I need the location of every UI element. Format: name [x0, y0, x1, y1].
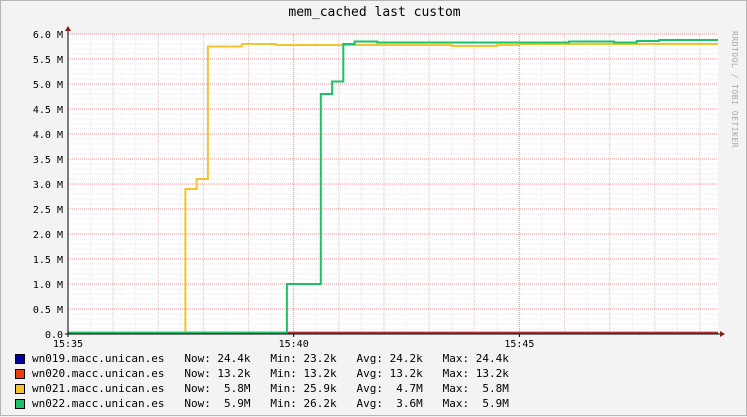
y-tick-label: 2.5 M — [33, 205, 63, 216]
legend-stat-value-avg: 13.2k — [383, 367, 423, 380]
y-tick-label: 5.0 M — [33, 80, 63, 91]
x-tick-label: 15:45 — [504, 339, 534, 350]
legend-stat-value-min: 25.9k — [296, 382, 337, 395]
x-axis-arrow — [720, 331, 725, 337]
legend-stat-label-min: Min: — [250, 382, 297, 395]
legend-entry: wn021.macc.unican.es Now: 5.8M Min: 25.9… — [15, 381, 509, 396]
legend-stat-value-max: 24.4k — [469, 352, 509, 365]
legend-stat-label-now: Now: — [164, 397, 211, 410]
legend-entry: wn020.macc.unican.es Now: 13.2k Min: 13.… — [15, 366, 509, 381]
y-tick-label: 0.5 M — [33, 305, 63, 316]
y-tick-label: 4.5 M — [33, 105, 63, 116]
legend: wn019.macc.unican.es Now: 24.4k Min: 23.… — [15, 351, 509, 411]
legend-series-name: wn019.macc.unican.es — [32, 352, 165, 365]
legend-stat-value-now: 24.4k — [210, 352, 251, 365]
legend-stat-label-now: Now: — [164, 352, 211, 365]
y-tick-label: 1.5 M — [33, 255, 63, 266]
legend-series-name: wn021.macc.unican.es — [32, 382, 165, 395]
legend-stat-value-now: 5.8M — [210, 382, 251, 395]
y-tick-label: 6.0 M — [33, 30, 63, 41]
watermark: RRDTOOL / TOBI OETIKER — [730, 31, 739, 148]
legend-stat-value-min: 26.2k — [296, 397, 337, 410]
legend-swatch — [15, 383, 25, 394]
legend-stat-value-now: 5.9M — [210, 397, 251, 410]
series-line-wn022 — [68, 39, 718, 334]
y-tick-label: 3.5 M — [33, 155, 63, 166]
legend-stat-label-max: Max: — [422, 382, 470, 395]
legend-stat-label-avg: Avg: — [336, 397, 384, 410]
chart-title: mem_cached last custom — [288, 5, 461, 20]
legend-stat-label-min: Min: — [250, 352, 297, 365]
legend-stat-value-max: 5.9M — [469, 397, 509, 410]
legend-stat-value-avg: 24.2k — [383, 352, 423, 365]
legend-stat-label-now: Now: — [164, 367, 211, 380]
legend-stat-value-min: 23.2k — [296, 352, 337, 365]
legend-stat-label-max: Max: — [422, 352, 470, 365]
legend-stat-value-avg: 3.6M — [383, 397, 423, 410]
legend-stat-label-avg: Avg: — [336, 367, 384, 380]
y-axis-arrow — [65, 26, 71, 31]
y-tick-label: 4.0 M — [33, 130, 63, 141]
legend-swatch — [15, 353, 25, 364]
y-tick-label: 1.0 M — [33, 280, 63, 291]
legend-stat-value-min: 13.2k — [296, 367, 337, 380]
legend-stat-label-min: Min: — [250, 367, 297, 380]
legend-stat-value-max: 5.8M — [469, 382, 509, 395]
legend-entry: wn019.macc.unican.es Now: 24.4k Min: 23.… — [15, 351, 509, 366]
y-tick-label: 2.0 M — [33, 230, 63, 241]
legend-swatch — [15, 368, 25, 379]
legend-stat-value-max: 13.2k — [469, 367, 509, 380]
legend-stat-label-avg: Avg: — [336, 352, 384, 365]
legend-stat-label-max: Max: — [422, 367, 470, 380]
legend-entry: wn022.macc.unican.es Now: 5.9M Min: 26.2… — [15, 396, 509, 411]
legend-series-name: wn022.macc.unican.es — [32, 397, 165, 410]
legend-series-name: wn020.macc.unican.es — [32, 367, 165, 380]
y-tick-label: 0.0 — [45, 330, 63, 341]
x-tick-label: 15:40 — [279, 339, 309, 350]
legend-stat-label-min: Min: — [250, 397, 297, 410]
legend-stat-label-now: Now: — [164, 382, 211, 395]
legend-stat-label-avg: Avg: — [336, 382, 384, 395]
y-tick-label: 3.0 M — [33, 180, 63, 191]
legend-stat-value-avg: 4.7M — [383, 382, 423, 395]
series-line-wn021 — [68, 43, 718, 334]
legend-stat-value-now: 13.2k — [210, 367, 251, 380]
x-tick-label: 15:35 — [53, 339, 83, 350]
legend-stat-label-max: Max: — [422, 397, 470, 410]
legend-swatch — [15, 398, 25, 409]
y-tick-label: 5.5 M — [33, 55, 63, 66]
